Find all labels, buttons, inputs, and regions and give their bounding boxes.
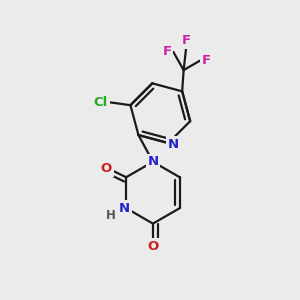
Text: O: O: [147, 240, 159, 253]
Text: N: N: [168, 138, 179, 151]
Text: N: N: [119, 202, 130, 215]
Text: N: N: [147, 155, 158, 168]
Text: O: O: [101, 162, 112, 175]
Text: F: F: [162, 45, 171, 58]
Text: H: H: [106, 209, 116, 222]
Text: F: F: [182, 34, 190, 47]
Text: Cl: Cl: [94, 96, 108, 109]
Text: F: F: [202, 54, 211, 67]
